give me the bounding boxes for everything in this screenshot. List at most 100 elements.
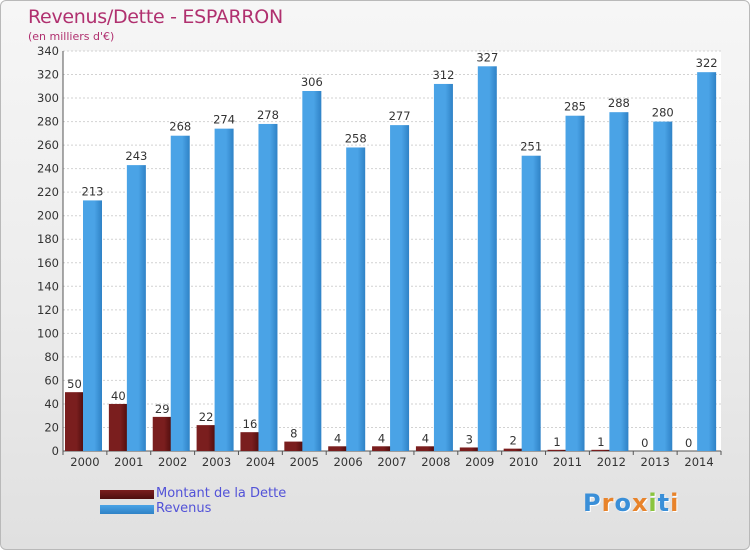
bar-revenus <box>565 115 585 452</box>
logo-letter: i <box>670 489 680 517</box>
y-tick-label: 240 <box>37 162 59 176</box>
chart-title: Revenus/Dette - ESPARRON <box>28 6 283 28</box>
data-label-revenus: 322 <box>696 56 718 70</box>
data-label-dette: 0 <box>685 436 692 450</box>
bar-revenus <box>609 112 629 452</box>
y-tick-label: 80 <box>44 350 59 364</box>
data-label-revenus: 274 <box>213 113 235 127</box>
bar-revenus <box>214 128 234 451</box>
data-label-dette: 50 <box>67 377 82 391</box>
data-label-revenus: 243 <box>125 149 147 163</box>
legend-swatch-revenus <box>100 505 154 514</box>
bar-dette <box>152 416 172 451</box>
logo-letter: P <box>583 489 602 517</box>
data-label-revenus: 306 <box>301 75 323 89</box>
bar-revenus <box>258 123 278 452</box>
chart-unit-label: (en milliers d'€) <box>28 30 115 43</box>
data-label-dette: 16 <box>243 417 258 431</box>
bar-dette <box>547 449 567 451</box>
proxiti-logo: Proxiti <box>583 489 679 517</box>
x-tick-label: 2001 <box>114 455 143 469</box>
data-label-revenus: 288 <box>608 96 630 110</box>
y-tick-label: 200 <box>37 209 59 223</box>
data-label-dette: 3 <box>466 432 473 446</box>
bar-revenus <box>390 125 410 451</box>
x-tick-label: 2005 <box>290 455 319 469</box>
y-tick-label: 180 <box>37 232 59 246</box>
bar-dette <box>108 403 128 451</box>
legend-label-revenus: Revenus <box>156 501 212 516</box>
logo-letter: i <box>648 489 658 517</box>
data-label-dette: 1 <box>597 435 604 449</box>
data-label-revenus: 251 <box>520 140 542 154</box>
bar-revenus <box>697 72 717 452</box>
x-tick-label: 2010 <box>509 455 538 469</box>
data-label-revenus: 268 <box>169 120 191 134</box>
data-label-dette: 40 <box>111 389 126 403</box>
bar-revenus <box>170 135 190 452</box>
data-label-revenus: 258 <box>345 131 367 145</box>
data-label-dette: 4 <box>378 431 385 445</box>
y-tick-label: 120 <box>37 303 59 317</box>
data-label-revenus: 280 <box>652 106 674 120</box>
logo-letter: x <box>631 489 649 517</box>
data-label-dette: 29 <box>155 402 170 416</box>
bar-revenus <box>521 155 541 452</box>
y-tick-label: 20 <box>44 420 59 434</box>
data-label-revenus: 213 <box>82 184 104 198</box>
bar-dette <box>503 448 523 451</box>
bar-revenus <box>346 147 366 451</box>
bar-revenus <box>126 165 146 451</box>
x-tick-label: 2013 <box>641 455 670 469</box>
data-label-dette: 0 <box>641 436 648 450</box>
data-label-dette: 22 <box>199 410 214 424</box>
y-tick-label: 100 <box>37 326 59 340</box>
data-label-dette: 4 <box>334 431 341 445</box>
logo-letter: t <box>657 489 671 517</box>
data-label-dette: 1 <box>553 435 560 449</box>
y-tick-label: 0 <box>52 444 59 458</box>
data-label-revenus: 327 <box>476 50 498 64</box>
x-tick-label: 2014 <box>684 455 713 469</box>
x-tick-label: 2007 <box>377 455 406 469</box>
y-tick-label: 220 <box>37 185 59 199</box>
data-label-revenus: 278 <box>257 108 279 122</box>
x-tick-label: 2006 <box>333 455 362 469</box>
y-tick-label: 140 <box>37 279 59 293</box>
logo-letter: r <box>601 489 615 517</box>
x-tick-label: 2002 <box>158 455 187 469</box>
x-tick-label: 2008 <box>421 455 450 469</box>
x-tick-label: 2000 <box>70 455 99 469</box>
data-label-dette: 2 <box>510 434 517 448</box>
x-tick-label: 2003 <box>202 455 231 469</box>
bar-revenus <box>477 66 497 451</box>
bar-revenus <box>83 200 102 451</box>
y-tick-label: 320 <box>37 68 59 82</box>
y-tick-label: 260 <box>37 138 59 152</box>
data-label-revenus: 277 <box>389 109 411 123</box>
x-tick-label: 2004 <box>246 455 275 469</box>
y-tick-label: 160 <box>37 256 59 270</box>
bar-dette <box>415 446 435 451</box>
data-label-revenus: 312 <box>432 68 454 82</box>
data-label-revenus: 285 <box>564 100 586 114</box>
bar-dette <box>196 425 216 451</box>
bar-dette <box>372 446 392 451</box>
y-tick-label: 60 <box>44 373 59 387</box>
data-label-dette: 8 <box>290 427 297 441</box>
y-tick-label: 280 <box>37 115 59 129</box>
bar-revenus <box>653 121 673 452</box>
bar-dette <box>591 449 611 451</box>
data-label-dette: 4 <box>422 431 429 445</box>
bar-revenus <box>302 91 322 451</box>
y-tick-label: 40 <box>44 397 59 411</box>
logo-letter: o <box>614 489 632 517</box>
legend-label-dette: Montant de la Dette <box>156 486 287 501</box>
bar-dette <box>65 392 84 451</box>
bar-dette <box>459 447 479 451</box>
bar-revenus <box>433 83 453 452</box>
bar-dette <box>240 432 260 451</box>
bar-dette <box>284 441 304 451</box>
